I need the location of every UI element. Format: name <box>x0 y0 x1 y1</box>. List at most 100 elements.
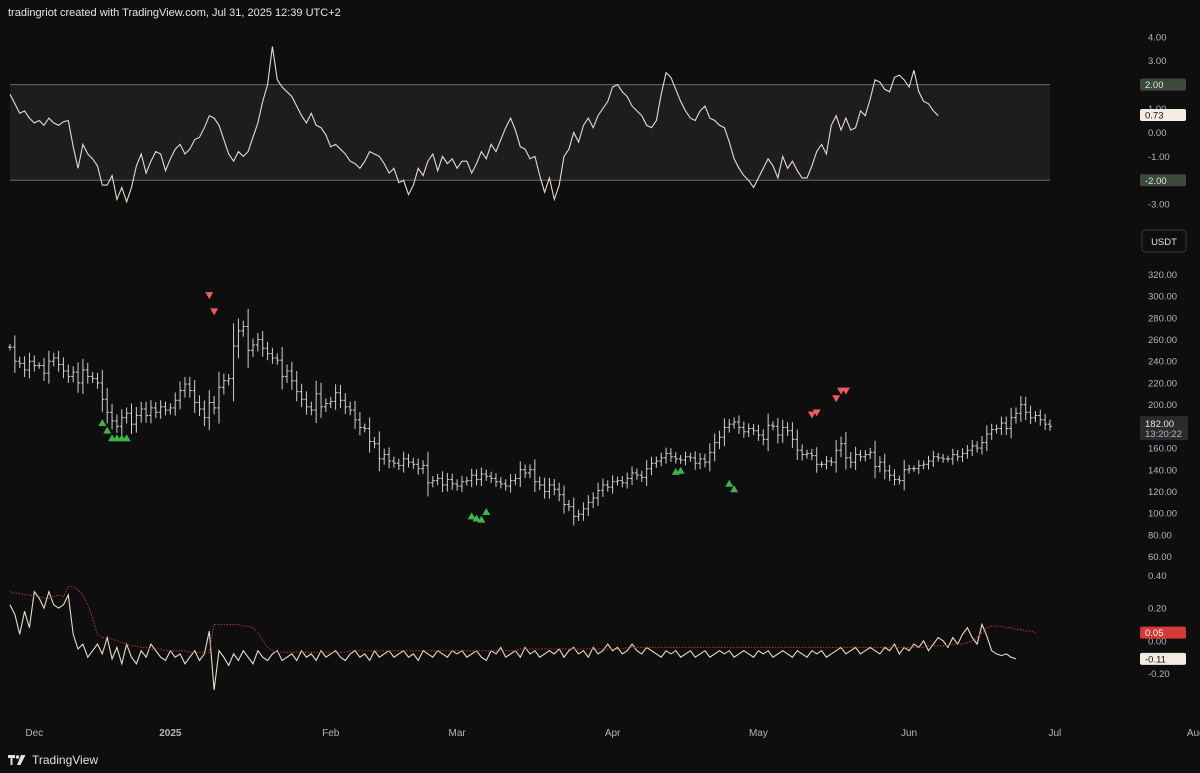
last-price-value: 182.00 <box>1145 419 1174 430</box>
price-bar <box>430 476 435 488</box>
price-bar <box>809 448 814 461</box>
oscillator-scale-label: 3.00 <box>1148 56 1167 67</box>
price-bar <box>192 380 197 413</box>
price-scale-label: 100.00 <box>1148 509 1177 520</box>
buy-signal-icon <box>98 419 107 427</box>
price-bar <box>673 452 678 464</box>
price-bar <box>683 451 688 466</box>
price-bar <box>761 429 766 446</box>
price-bar <box>304 391 309 415</box>
price-bar <box>843 431 848 470</box>
price-bar <box>712 433 717 462</box>
price-bar <box>56 350 61 372</box>
price-bar <box>455 479 460 491</box>
price-bar <box>785 422 790 436</box>
price-bar <box>528 464 532 479</box>
price-bar <box>936 452 941 462</box>
band-lower-tag: -2.00 <box>1140 174 1186 187</box>
price-bar <box>474 469 479 486</box>
dotted-threshold-line <box>9 586 1036 653</box>
price-bar <box>435 473 440 486</box>
bottom-scale-label: 0.20 <box>1148 604 1167 615</box>
price-bar <box>377 431 382 472</box>
price-bar <box>566 499 571 512</box>
price-bar <box>605 480 610 492</box>
time-axis-label: Aug <box>1187 728 1200 739</box>
price-bar <box>450 473 455 490</box>
time-axis-label: Jun <box>901 728 917 739</box>
price-bar <box>698 453 703 470</box>
price-bar <box>212 395 217 415</box>
band-lower-tag-text: -2.00 <box>1145 176 1167 187</box>
price-bar <box>931 450 936 467</box>
price-scales[interactable]: 4.003.002.001.000.00-1.00-2.00-3.00320.0… <box>1140 32 1188 680</box>
sell-signal-icon <box>210 308 219 316</box>
price-bar <box>319 382 324 418</box>
price-bar <box>532 459 537 493</box>
price-bar <box>110 403 115 430</box>
price-bar <box>498 477 503 489</box>
price-bar <box>834 439 839 473</box>
price-bar <box>1018 396 1023 422</box>
time-axis-label: Jul <box>1048 728 1061 739</box>
price-bar <box>902 459 907 491</box>
price-bar <box>144 401 149 423</box>
price-bar <box>406 453 411 468</box>
price-bar <box>508 474 513 493</box>
price-bar <box>625 472 630 489</box>
tradingview-wordmark: TradingView <box>32 753 99 767</box>
price-bar <box>688 452 693 462</box>
price-bar <box>153 402 158 419</box>
price-bar <box>882 453 887 480</box>
price-bar <box>829 457 834 467</box>
price-bar <box>255 333 260 352</box>
price-bar <box>163 401 168 416</box>
dotted-line-value-tag: 0.05 <box>1140 626 1186 639</box>
price-bar <box>693 451 698 470</box>
price-bar <box>362 423 367 433</box>
price-scale-label: 280.00 <box>1148 313 1177 324</box>
price-bar <box>805 449 810 459</box>
price-bar <box>945 455 950 463</box>
price-bar <box>736 415 741 434</box>
chart-caption: tradingriot created with TradingView.com… <box>8 7 341 19</box>
time-axis-label: Mar <box>448 728 466 739</box>
buy-signal-icon <box>725 479 734 487</box>
time-axis-label: Feb <box>322 728 340 739</box>
price-bar <box>892 469 897 486</box>
price-bar <box>445 473 450 492</box>
price-bar <box>309 401 314 416</box>
price-bar <box>518 461 523 487</box>
price-scale-label: 220.00 <box>1148 378 1177 389</box>
price-bar <box>790 422 795 448</box>
price-scale-label: 120.00 <box>1148 487 1177 498</box>
price-bar <box>343 393 348 414</box>
price-bar <box>314 380 319 424</box>
price-bar <box>634 468 639 480</box>
buy-signal-icon <box>676 466 685 474</box>
price-bar <box>960 448 965 462</box>
currency-unit-button[interactable]: USDT <box>1141 229 1187 253</box>
price-bar <box>615 476 620 486</box>
price-bar <box>863 450 868 462</box>
price-bar <box>270 347 275 364</box>
oscillator-value-tag-bg <box>1140 108 1186 121</box>
price-bar <box>547 477 552 499</box>
price-bar <box>51 352 56 367</box>
price-bar <box>979 436 984 455</box>
price-bar <box>770 421 775 431</box>
price-bar <box>119 409 124 435</box>
price-bar <box>416 458 421 475</box>
price-bar <box>780 419 785 443</box>
price-scale-label: 300.00 <box>1148 292 1177 303</box>
buy-signal-icon <box>482 507 491 515</box>
price-bar <box>289 361 294 390</box>
price-bar <box>382 448 387 465</box>
price-bar <box>187 376 192 398</box>
price-bar <box>1033 410 1038 423</box>
price-bar <box>260 331 265 357</box>
price-bar <box>965 445 970 459</box>
price-bar <box>1038 409 1043 426</box>
